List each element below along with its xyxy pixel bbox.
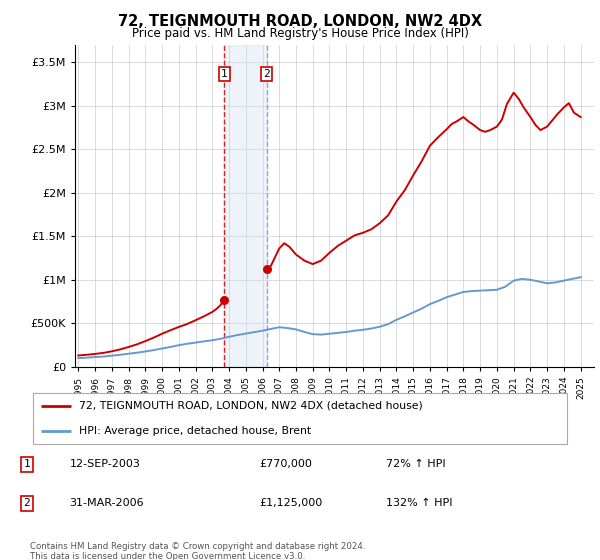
Text: 1: 1	[221, 69, 227, 79]
Text: 72% ↑ HPI: 72% ↑ HPI	[386, 459, 446, 469]
Text: £1,125,000: £1,125,000	[260, 498, 323, 508]
Text: 12-SEP-2003: 12-SEP-2003	[70, 459, 140, 469]
Bar	[224, 45, 266, 367]
Text: 132% ↑ HPI: 132% ↑ HPI	[386, 498, 453, 508]
Text: Contains HM Land Registry data © Crown copyright and database right 2024.
This d: Contains HM Land Registry data © Crown c…	[30, 542, 365, 560]
Text: HPI: Average price, detached house, Brent: HPI: Average price, detached house, Bren…	[79, 426, 311, 436]
Text: 2: 2	[263, 69, 270, 79]
Text: 1: 1	[23, 459, 30, 469]
Text: £770,000: £770,000	[260, 459, 313, 469]
FancyBboxPatch shape	[33, 393, 568, 444]
Text: 2: 2	[23, 498, 30, 508]
Text: 72, TEIGNMOUTH ROAD, LONDON, NW2 4DX (detached house): 72, TEIGNMOUTH ROAD, LONDON, NW2 4DX (de…	[79, 401, 422, 411]
Text: 72, TEIGNMOUTH ROAD, LONDON, NW2 4DX: 72, TEIGNMOUTH ROAD, LONDON, NW2 4DX	[118, 14, 482, 29]
Text: Price paid vs. HM Land Registry's House Price Index (HPI): Price paid vs. HM Land Registry's House …	[131, 27, 469, 40]
Text: 31-MAR-2006: 31-MAR-2006	[70, 498, 144, 508]
